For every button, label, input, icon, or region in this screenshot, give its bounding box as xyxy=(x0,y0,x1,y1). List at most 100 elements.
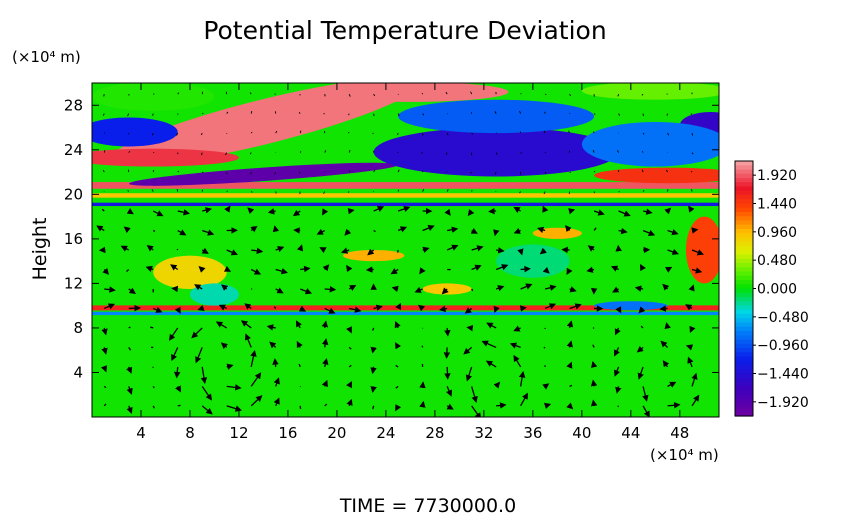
colorbar-swatch xyxy=(735,411,753,417)
velocity-vector-226 xyxy=(417,304,426,312)
colorbar-swatch xyxy=(735,224,753,230)
velocity-vector-26 xyxy=(123,226,131,234)
velocity-vector-196 xyxy=(373,229,376,233)
velocity-vector-111 xyxy=(250,225,258,233)
velocity-vector-351 xyxy=(593,191,596,194)
y-tick-label: 8 xyxy=(73,319,83,337)
velocity-vector-397 xyxy=(662,283,670,291)
velocity-vector-204 xyxy=(395,404,402,412)
velocity-vector-22 xyxy=(128,304,141,312)
velocity-vector-88 xyxy=(220,342,228,350)
velocity-vector-306 xyxy=(543,402,552,410)
velocity-vector-333 xyxy=(568,208,576,215)
velocity-vector-62 xyxy=(176,188,179,192)
velocity-vector-61 xyxy=(177,209,190,216)
velocity-vector-296 xyxy=(520,265,531,273)
velocity-vector-178 xyxy=(340,247,350,254)
velocity-vector-107 xyxy=(244,303,252,310)
velocity-vector-254 xyxy=(445,91,448,95)
velocity-vector-189 xyxy=(370,366,377,375)
x-tick-label: 8 xyxy=(185,424,195,442)
velocity-vector-186 xyxy=(348,93,351,97)
velocity-vector-376 xyxy=(637,366,644,380)
velocity-vector-2 xyxy=(100,365,108,373)
colorbar-swatch xyxy=(735,161,753,166)
velocity-vector-411 xyxy=(685,344,694,351)
velocity-vector-169 xyxy=(324,94,326,97)
velocity-vector-118 xyxy=(249,92,252,95)
field-feature-8 xyxy=(594,167,719,184)
x-tick-label: 32 xyxy=(474,424,493,442)
velocity-vector-150 xyxy=(299,130,302,134)
velocity-vector-388 xyxy=(642,132,645,135)
colorbar-label: 1.440 xyxy=(757,197,797,213)
time-label-text: TIME xyxy=(339,495,386,517)
x-tick-label: 40 xyxy=(572,424,591,442)
velocity-vector-362 xyxy=(615,306,622,314)
velocity-vector-293 xyxy=(513,325,521,332)
velocity-vector-292 xyxy=(509,342,521,349)
velocity-vector-184 xyxy=(347,131,350,134)
velocity-vector-340 xyxy=(590,399,598,407)
velocity-vector-213 xyxy=(397,226,408,233)
colorbar-swatch xyxy=(735,220,753,226)
velocity-vector-53 xyxy=(173,366,181,379)
colorbar-swatch xyxy=(735,237,753,243)
velocity-vector-295 xyxy=(520,283,533,290)
colorbar-swatch xyxy=(735,207,753,213)
velocity-vector-274 xyxy=(485,360,497,368)
velocity-vector-58 xyxy=(170,264,179,271)
chart-title: Potential Temperature Deviation xyxy=(203,16,606,45)
colorbar-labels: 1.920 1.440 0.960 0.480 0.000 −0.480 −0.960 −1.… xyxy=(753,168,809,411)
velocity-vector-372 xyxy=(618,113,621,116)
velocity-vector-76 xyxy=(201,247,209,254)
field-feature-16 xyxy=(398,99,595,134)
velocity-vector-314 xyxy=(539,247,547,255)
velocity-vector-87 xyxy=(226,363,234,370)
velocity-vector-89 xyxy=(215,321,228,329)
time-value: 7730000.0 xyxy=(413,495,516,517)
velocity-vector-144 xyxy=(296,244,304,252)
velocity-vector-63 xyxy=(177,170,180,173)
velocity-vector-352 xyxy=(593,170,596,173)
velocity-vector-401 xyxy=(664,207,672,215)
velocity-vector-191 xyxy=(372,327,375,331)
velocity-vector-261 xyxy=(471,288,474,292)
velocity-vector-187 xyxy=(372,405,375,410)
x-tick-label: 12 xyxy=(229,424,248,442)
velocity-vector-329 xyxy=(569,286,577,293)
velocity-vector-282 xyxy=(488,207,497,215)
velocity-vector-386 xyxy=(641,169,644,173)
velocity-vector-158 xyxy=(324,307,336,314)
velocity-vector-7 xyxy=(102,267,110,275)
velocity-vector-387 xyxy=(641,151,644,153)
y-tick-label: 16 xyxy=(64,230,83,248)
velocity-vector-330 xyxy=(566,267,573,275)
velocity-vector-13 xyxy=(103,150,106,153)
colorbar-swatch xyxy=(735,339,753,345)
velocity-vector-342 xyxy=(591,360,598,369)
colorbar-swatch xyxy=(735,377,753,383)
velocity-vector-77 xyxy=(202,229,215,236)
velocity-vector-102 xyxy=(250,395,263,407)
field-feature-22 xyxy=(153,255,227,289)
velocity-vector-27 xyxy=(126,208,134,215)
colorbar-swatch xyxy=(735,275,753,281)
velocity-vector-391 xyxy=(667,402,681,409)
velocity-vector-17 xyxy=(126,405,133,414)
velocity-vector-228 xyxy=(419,267,426,275)
velocity-vector-161 xyxy=(319,247,327,254)
field-feature-20 xyxy=(343,250,405,262)
velocity-vector-170 xyxy=(346,398,353,407)
velocity-vector-419 xyxy=(690,188,693,192)
y-axis: 4 8 12 16 20 24 28 xyxy=(64,96,719,381)
velocity-vector-192 xyxy=(373,304,383,311)
velocity-vector-348 xyxy=(587,245,595,252)
velocity-vector-384 xyxy=(642,208,653,215)
velocity-vector-163 xyxy=(322,208,329,216)
velocity-vector-302 xyxy=(520,152,523,154)
velocity-vector-269 xyxy=(471,132,474,135)
velocity-vector-195 xyxy=(367,248,375,256)
velocity-vector-375 xyxy=(642,386,649,402)
colorbar-swatch xyxy=(735,399,753,404)
